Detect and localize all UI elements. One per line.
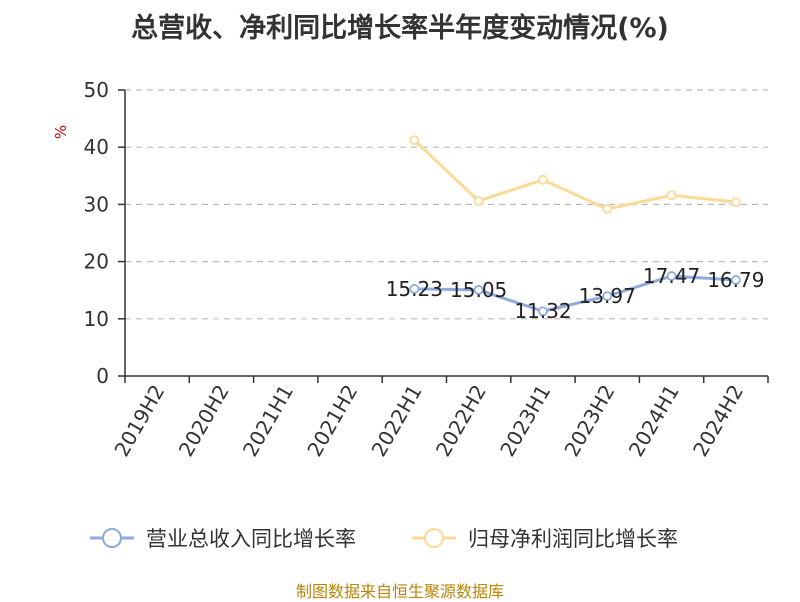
y-tick-label: 40 [84,135,109,159]
data-point [666,190,677,201]
data-point [666,271,677,281]
x-tick-label: 2019H2 [109,381,169,461]
source-note: 制图数据来自恒生聚源数据库 [295,582,504,601]
data-label: 16.79 [707,268,764,292]
data-label: 15.05 [450,278,507,302]
data-point [602,204,613,214]
data-point [730,197,741,208]
y-axis-label: % [52,125,70,139]
legend-label: 归母净利润同比增长率 [468,527,678,551]
legend-marker [424,528,444,548]
x-tick-label: 2021H2 [302,381,362,461]
data-point [473,196,484,206]
data-point [473,285,484,295]
series-line [414,274,736,313]
x-tick-label: 2021H1 [238,381,298,461]
data-point [602,291,613,301]
series-layer [409,135,741,317]
legend: 营业总收入同比增长率 归母净利润同比增长率 [90,527,678,551]
x-tick-label: 2024H1 [624,381,684,461]
data-label: 13.97 [579,284,636,308]
data-label: 15.23 [386,277,443,301]
data-point [730,275,741,285]
data-point [409,135,420,146]
data-label: 11.32 [514,299,571,323]
y-tick-label: 50 [84,78,109,102]
x-tick-label: 2023H1 [495,381,555,461]
data-point [538,174,548,185]
chart-title: 总营收、净利同比增长率半年度变动情况(%) [131,13,669,44]
x-tick-label: 2022H2 [431,381,491,461]
x-tick-label: 2020H2 [174,381,234,461]
x-tick-label: 2023H2 [559,381,619,461]
legend-label: 营业总收入同比增长率 [146,527,356,551]
y-tick-label: 30 [84,192,109,216]
y-tick-label: 0 [96,364,109,388]
data-point [409,283,420,294]
x-tick-label: 2024H2 [688,381,748,461]
label-layer: 15.23 15.05 11.32 13.97 17.47 16.79 [386,264,765,323]
y-tick-label: 20 [84,250,109,274]
grid-layer [125,89,768,320]
data-point [538,306,548,317]
data-label: 17.47 [643,264,700,288]
series-line [413,139,737,211]
y-tick-label: 10 [84,307,109,331]
legend-marker [102,528,122,548]
x-tick-label: 2022H1 [367,381,427,461]
